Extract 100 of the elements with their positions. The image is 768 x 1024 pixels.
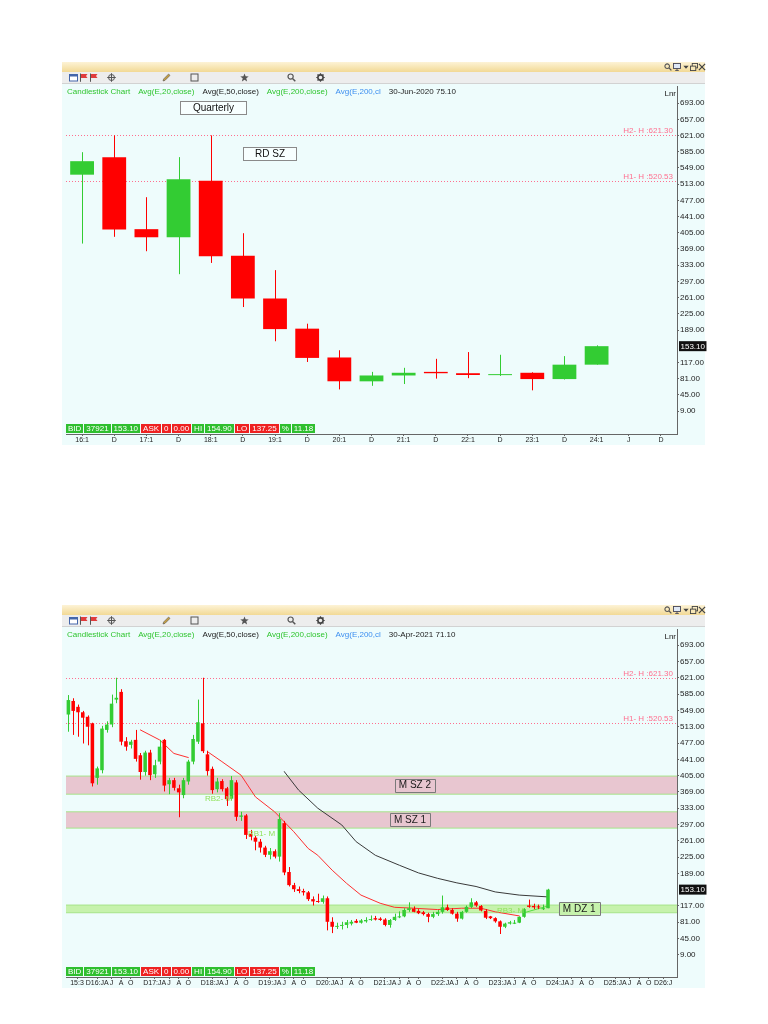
annotation: 0.00 [171, 424, 192, 433]
y-tick-label: 369.00 [680, 787, 706, 797]
ref-line-label: H2- H :621.30 [623, 126, 674, 136]
candlestick [148, 749, 152, 781]
candlestick [552, 355, 577, 381]
y-tick-label: 333.00 [680, 260, 706, 270]
y-tick-label: 441.00 [680, 211, 706, 221]
y-tick-label: 45.00 [680, 933, 701, 943]
annotation: RD SZ [243, 147, 297, 161]
annotation: Candlestick Chart [67, 630, 131, 640]
y-tick-label: 369.00 [680, 244, 706, 254]
y-tick-label: 189.00 [680, 325, 706, 335]
annotation: 153.10 [111, 424, 141, 433]
ref-line-label: H1- H :520.53 [623, 171, 674, 181]
y-tick-label: 225.00 [680, 852, 706, 862]
y-tick-label: 45.00 [680, 390, 701, 400]
y-tick-label: 225.00 [680, 309, 706, 318]
annotation: 11.18 [291, 967, 316, 976]
y-tick-label: 441.00 [680, 754, 706, 764]
annotation: Avg(E,200,close) [266, 630, 328, 640]
y-tick-label: 81.00 [680, 917, 701, 927]
annotation: RB3- M [497, 906, 525, 915]
y-tick-label: 405.00 [680, 770, 706, 780]
y-tick-label: 693.00 [680, 98, 706, 108]
y-axis-title: Lnr [664, 632, 677, 642]
ref-line-label: H2- H :621.30 [623, 668, 674, 678]
annotation: 37921 [84, 967, 111, 976]
annotation: 153.10 [680, 341, 706, 351]
y-tick-label: 585.00 [680, 689, 706, 699]
candlestick [520, 371, 545, 391]
annotation: 137.25 [250, 424, 279, 433]
y-tick-label: 189.00 [680, 868, 706, 878]
band-label: M SZ 2 [398, 779, 432, 791]
candlestick [584, 344, 609, 366]
y-tick-label: 9.00 [680, 950, 697, 960]
candlestick [488, 354, 513, 377]
annotation: 11.18 [291, 424, 316, 433]
y-tick-label: 549.00 [680, 163, 706, 173]
candlestick [81, 710, 85, 744]
candlestick [244, 813, 248, 840]
y-tick-label: 297.00 [680, 819, 706, 829]
annotation: Avg(E,20,close) [138, 87, 195, 97]
annotation: HI [192, 967, 205, 976]
candlestick [456, 351, 480, 379]
annotation: % [279, 967, 291, 976]
annotation: 37921 [84, 424, 111, 433]
candlestick [327, 349, 352, 390]
y-tick-label: 405.00 [680, 227, 706, 237]
annotation: Candlestick Chart [67, 87, 131, 97]
annotation: Avg(E,200,cl [335, 630, 381, 640]
y-tick-label: 117.00 [680, 357, 705, 367]
y-axis-title: Lnr [664, 89, 677, 99]
band-label: M SZ 1 [393, 814, 427, 826]
annotation: % [279, 424, 291, 433]
annotation: 0 [162, 424, 171, 433]
y-tick-label: 621.00 [680, 130, 706, 140]
y-tick-label: 549.00 [680, 705, 706, 715]
annotation: 30-Jun-2020 75.10 [388, 87, 456, 97]
y-tick-label: 81.00 [680, 373, 701, 383]
y-tick-label: 585.00 [680, 146, 706, 156]
annotation: LO [234, 424, 250, 433]
annotation: Avg(E,200,cl [335, 87, 381, 97]
band-label: M DZ 1 [562, 903, 597, 915]
annotation: Quarterly [180, 101, 247, 115]
y-tick-label: 9.00 [680, 406, 697, 416]
y-tick-label: 261.00 [680, 835, 706, 845]
y-tick-label: 621.00 [680, 673, 706, 683]
annotation: 30-Apr-2021 71.10 [388, 630, 456, 640]
y-tick-label: 693.00 [680, 640, 706, 650]
annotation: 153.10 [111, 967, 141, 976]
candlestick [114, 677, 119, 704]
annotation: Avg(E,50,close) [202, 630, 259, 640]
y-tick-label: 513.00 [680, 179, 706, 189]
candlestick [134, 196, 159, 252]
y-tick-label: 261.00 [680, 292, 706, 302]
y-tick-label: 513.00 [680, 721, 706, 731]
annotation: Avg(E,20,close) [138, 630, 195, 640]
annotation: BID [66, 967, 84, 976]
annotation: ASK [141, 967, 162, 976]
y-tick-label: 657.00 [680, 656, 706, 666]
annotation: 154.90 [205, 424, 234, 433]
ref-line-label: H1- H :520.53 [623, 714, 674, 724]
annotation: Avg(E,200,close) [266, 87, 328, 97]
annotation: BID [66, 424, 84, 433]
annotation: RB2- M [205, 794, 233, 803]
annotation: 0.00 [171, 967, 192, 976]
y-tick-label: 333.00 [680, 803, 706, 813]
y-tick-label: 297.00 [680, 276, 706, 286]
annotation: HI [192, 424, 205, 433]
candlestick [287, 866, 291, 887]
candlestick [70, 151, 94, 245]
annotation: 154.90 [205, 967, 234, 976]
annotation: ASK [141, 424, 162, 433]
annotation: 153.10 [680, 885, 706, 895]
y-tick-label: 477.00 [680, 738, 706, 748]
y-tick-label: 117.00 [680, 901, 705, 911]
candlestick [143, 750, 147, 777]
y-tick-label: 657.00 [680, 114, 706, 124]
annotation: 0 [162, 967, 171, 976]
annotation: LO [234, 967, 250, 976]
